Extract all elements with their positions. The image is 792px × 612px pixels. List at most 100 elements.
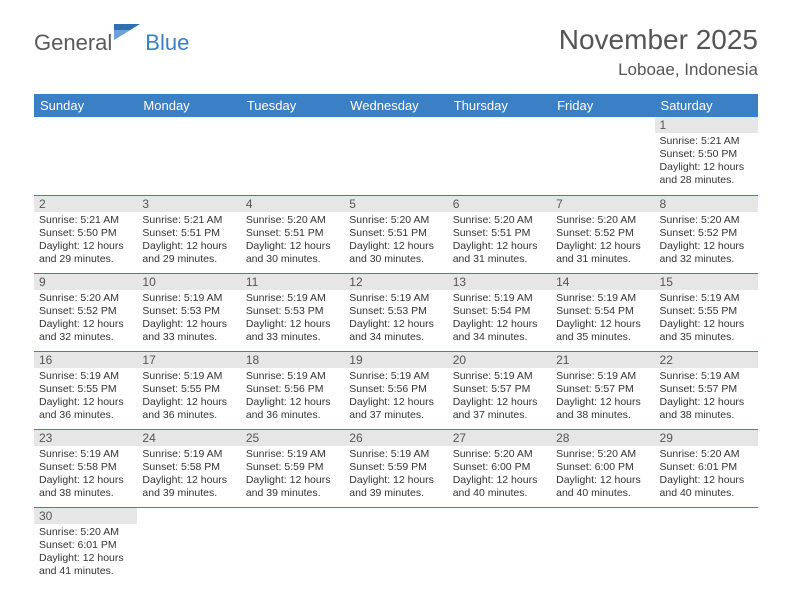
- sunset-text: Sunset: 5:54 PM: [453, 305, 546, 318]
- calendar-row: 16Sunrise: 5:19 AMSunset: 5:55 PMDayligh…: [34, 351, 758, 429]
- day-number: 29: [655, 430, 758, 446]
- sunset-text: Sunset: 5:56 PM: [246, 383, 339, 396]
- logo-word-general: General: [34, 30, 112, 56]
- location: Loboae, Indonesia: [559, 60, 758, 80]
- calendar-cell: 4Sunrise: 5:20 AMSunset: 5:51 PMDaylight…: [241, 195, 344, 273]
- day-details: Sunrise: 5:20 AMSunset: 6:00 PMDaylight:…: [551, 446, 654, 504]
- calendar-cell: 19Sunrise: 5:19 AMSunset: 5:56 PMDayligh…: [344, 351, 447, 429]
- daylight-text-2: and 29 minutes.: [142, 253, 235, 266]
- calendar-cell: [137, 507, 240, 585]
- sunrise-text: Sunrise: 5:19 AM: [660, 292, 753, 305]
- calendar-cell: [34, 117, 137, 195]
- day-details: Sunrise: 5:19 AMSunset: 5:55 PMDaylight:…: [655, 290, 758, 348]
- day-number: 30: [34, 508, 137, 524]
- daylight-text-1: Daylight: 12 hours: [556, 474, 649, 487]
- day-number: 25: [241, 430, 344, 446]
- day-number: 11: [241, 274, 344, 290]
- col-sunday: Sunday: [34, 94, 137, 117]
- daylight-text-1: Daylight: 12 hours: [39, 318, 132, 331]
- daylight-text-1: Daylight: 12 hours: [556, 240, 649, 253]
- title-block: November 2025 Loboae, Indonesia: [559, 24, 758, 80]
- sunrise-text: Sunrise: 5:21 AM: [142, 214, 235, 227]
- calendar-row: 23Sunrise: 5:19 AMSunset: 5:58 PMDayligh…: [34, 429, 758, 507]
- daylight-text-1: Daylight: 12 hours: [39, 474, 132, 487]
- sunset-text: Sunset: 5:53 PM: [142, 305, 235, 318]
- sunrise-text: Sunrise: 5:20 AM: [39, 292, 132, 305]
- daylight-text-2: and 40 minutes.: [556, 487, 649, 500]
- logo-flag-icon: [114, 22, 144, 42]
- daylight-text-1: Daylight: 12 hours: [142, 474, 235, 487]
- calendar-table: Sunday Monday Tuesday Wednesday Thursday…: [34, 94, 758, 585]
- sunset-text: Sunset: 5:55 PM: [660, 305, 753, 318]
- daylight-text-2: and 33 minutes.: [142, 331, 235, 344]
- day-details: Sunrise: 5:19 AMSunset: 5:55 PMDaylight:…: [137, 368, 240, 426]
- day-details: Sunrise: 5:19 AMSunset: 5:58 PMDaylight:…: [137, 446, 240, 504]
- sunset-text: Sunset: 5:51 PM: [453, 227, 546, 240]
- calendar-cell: 27Sunrise: 5:20 AMSunset: 6:00 PMDayligh…: [448, 429, 551, 507]
- month-title: November 2025: [559, 24, 758, 56]
- daylight-text-1: Daylight: 12 hours: [556, 396, 649, 409]
- calendar-cell: 21Sunrise: 5:19 AMSunset: 5:57 PMDayligh…: [551, 351, 654, 429]
- sunset-text: Sunset: 6:00 PM: [556, 461, 649, 474]
- calendar-cell: 26Sunrise: 5:19 AMSunset: 5:59 PMDayligh…: [344, 429, 447, 507]
- daylight-text-2: and 33 minutes.: [246, 331, 339, 344]
- daylight-text-2: and 34 minutes.: [453, 331, 546, 344]
- sunset-text: Sunset: 5:55 PM: [142, 383, 235, 396]
- daylight-text-2: and 31 minutes.: [556, 253, 649, 266]
- daylight-text-1: Daylight: 12 hours: [39, 240, 132, 253]
- sunrise-text: Sunrise: 5:20 AM: [453, 214, 546, 227]
- day-details: Sunrise: 5:21 AMSunset: 5:50 PMDaylight:…: [655, 133, 758, 191]
- calendar-cell: 3Sunrise: 5:21 AMSunset: 5:51 PMDaylight…: [137, 195, 240, 273]
- day-number: 20: [448, 352, 551, 368]
- daylight-text-1: Daylight: 12 hours: [142, 240, 235, 253]
- day-details: Sunrise: 5:19 AMSunset: 5:55 PMDaylight:…: [34, 368, 137, 426]
- sunrise-text: Sunrise: 5:19 AM: [39, 448, 132, 461]
- day-number: 21: [551, 352, 654, 368]
- calendar-cell: 18Sunrise: 5:19 AMSunset: 5:56 PMDayligh…: [241, 351, 344, 429]
- sunset-text: Sunset: 5:53 PM: [246, 305, 339, 318]
- day-details: Sunrise: 5:19 AMSunset: 5:57 PMDaylight:…: [448, 368, 551, 426]
- day-number: 3: [137, 196, 240, 212]
- daylight-text-1: Daylight: 12 hours: [349, 240, 442, 253]
- daylight-text-2: and 39 minutes.: [142, 487, 235, 500]
- day-number: 6: [448, 196, 551, 212]
- calendar-cell: [344, 117, 447, 195]
- sunset-text: Sunset: 5:58 PM: [142, 461, 235, 474]
- daylight-text-2: and 32 minutes.: [39, 331, 132, 344]
- calendar-cell: 13Sunrise: 5:19 AMSunset: 5:54 PMDayligh…: [448, 273, 551, 351]
- day-details: Sunrise: 5:19 AMSunset: 5:54 PMDaylight:…: [551, 290, 654, 348]
- day-number: 14: [551, 274, 654, 290]
- calendar-row: 1Sunrise: 5:21 AMSunset: 5:50 PMDaylight…: [34, 117, 758, 195]
- calendar-cell: 22Sunrise: 5:19 AMSunset: 5:57 PMDayligh…: [655, 351, 758, 429]
- calendar-cell: 8Sunrise: 5:20 AMSunset: 5:52 PMDaylight…: [655, 195, 758, 273]
- day-details: Sunrise: 5:20 AMSunset: 6:00 PMDaylight:…: [448, 446, 551, 504]
- day-details: Sunrise: 5:19 AMSunset: 5:57 PMDaylight:…: [551, 368, 654, 426]
- daylight-text-1: Daylight: 12 hours: [660, 318, 753, 331]
- daylight-text-1: Daylight: 12 hours: [142, 396, 235, 409]
- sunset-text: Sunset: 5:52 PM: [39, 305, 132, 318]
- calendar-cell: 16Sunrise: 5:19 AMSunset: 5:55 PMDayligh…: [34, 351, 137, 429]
- day-number: 9: [34, 274, 137, 290]
- daylight-text-2: and 40 minutes.: [453, 487, 546, 500]
- calendar-cell: 5Sunrise: 5:20 AMSunset: 5:51 PMDaylight…: [344, 195, 447, 273]
- sunset-text: Sunset: 5:55 PM: [39, 383, 132, 396]
- sunset-text: Sunset: 5:56 PM: [349, 383, 442, 396]
- daylight-text-1: Daylight: 12 hours: [660, 240, 753, 253]
- sunrise-text: Sunrise: 5:20 AM: [246, 214, 339, 227]
- daylight-text-1: Daylight: 12 hours: [556, 318, 649, 331]
- day-number: 28: [551, 430, 654, 446]
- sunrise-text: Sunrise: 5:20 AM: [660, 214, 753, 227]
- daylight-text-1: Daylight: 12 hours: [349, 474, 442, 487]
- day-details: Sunrise: 5:19 AMSunset: 5:57 PMDaylight:…: [655, 368, 758, 426]
- day-details: Sunrise: 5:19 AMSunset: 5:53 PMDaylight:…: [137, 290, 240, 348]
- day-number: 18: [241, 352, 344, 368]
- calendar-cell: 30Sunrise: 5:20 AMSunset: 6:01 PMDayligh…: [34, 507, 137, 585]
- calendar-cell: 17Sunrise: 5:19 AMSunset: 5:55 PMDayligh…: [137, 351, 240, 429]
- day-number: 8: [655, 196, 758, 212]
- calendar-cell: [241, 117, 344, 195]
- day-number: 2: [34, 196, 137, 212]
- daylight-text-2: and 30 minutes.: [246, 253, 339, 266]
- sunrise-text: Sunrise: 5:19 AM: [246, 370, 339, 383]
- day-number: 5: [344, 196, 447, 212]
- sunrise-text: Sunrise: 5:19 AM: [453, 370, 546, 383]
